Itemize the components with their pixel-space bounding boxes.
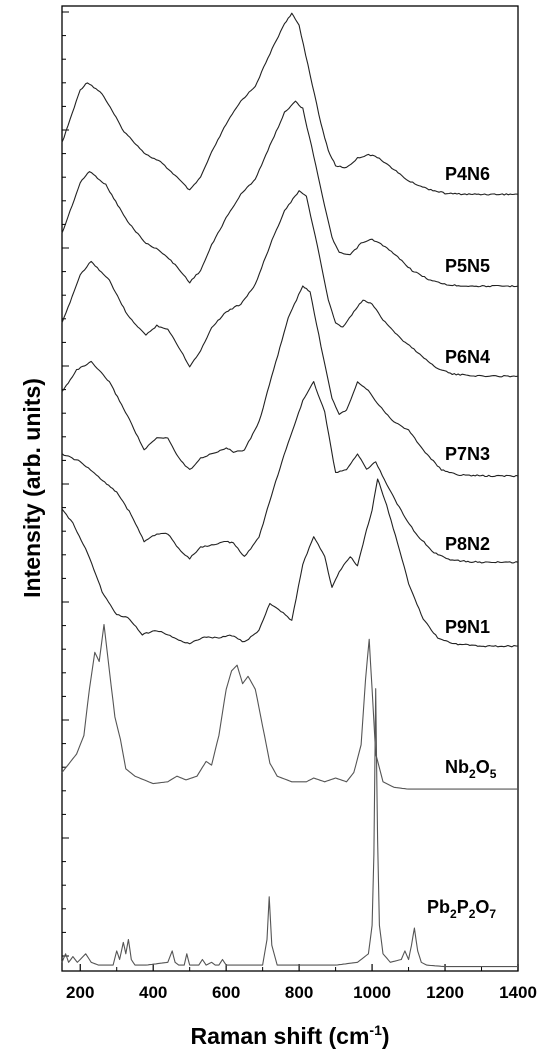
x-tick-label: 1200 bbox=[426, 983, 464, 1002]
x-tick-label: 800 bbox=[285, 983, 313, 1002]
x-tick-label: 1000 bbox=[353, 983, 391, 1002]
label-p9n1: P9N1 bbox=[445, 617, 490, 637]
y-axis-title: Intensity (arb. units) bbox=[19, 378, 45, 598]
trace-p4n6 bbox=[61, 12, 519, 196]
y-ticks bbox=[62, 11, 69, 957]
trace-p5n5 bbox=[61, 100, 519, 288]
x-tick-label: 400 bbox=[139, 983, 167, 1002]
label-p4n6: P4N6 bbox=[445, 164, 490, 184]
trace-nb2o5 bbox=[61, 623, 518, 790]
x-tick-label: 1400 bbox=[499, 983, 537, 1002]
series-labels: P4N6 P5N5 P6N4 P7N3 P8N2 P9N1 Nb2O5 Pb2P2O7 bbox=[427, 164, 497, 921]
trace-p8n2 bbox=[61, 381, 519, 564]
label-nb2o5: Nb2O5 bbox=[445, 757, 497, 781]
x-tick-label: 600 bbox=[212, 983, 240, 1002]
traces bbox=[61, 12, 519, 968]
x-ticks: 200 400 600 800 1000 1200 1400 bbox=[66, 964, 537, 1002]
label-p6n4: P6N4 bbox=[445, 347, 490, 367]
label-p5n5: P5N5 bbox=[445, 256, 490, 276]
x-axis-title: Raman shift (cm-1) bbox=[190, 1022, 389, 1049]
label-pb2p2o7: Pb2P2O7 bbox=[427, 897, 496, 921]
trace-pb2p2o7 bbox=[61, 688, 518, 968]
trace-p9n1 bbox=[61, 478, 519, 648]
label-p8n2: P8N2 bbox=[445, 534, 490, 554]
label-p7n3: P7N3 bbox=[445, 444, 490, 464]
x-tick-label: 200 bbox=[66, 983, 94, 1002]
trace-p7n3 bbox=[61, 285, 519, 478]
trace-p6n4 bbox=[61, 190, 519, 378]
plot-frame bbox=[61, 5, 519, 972]
